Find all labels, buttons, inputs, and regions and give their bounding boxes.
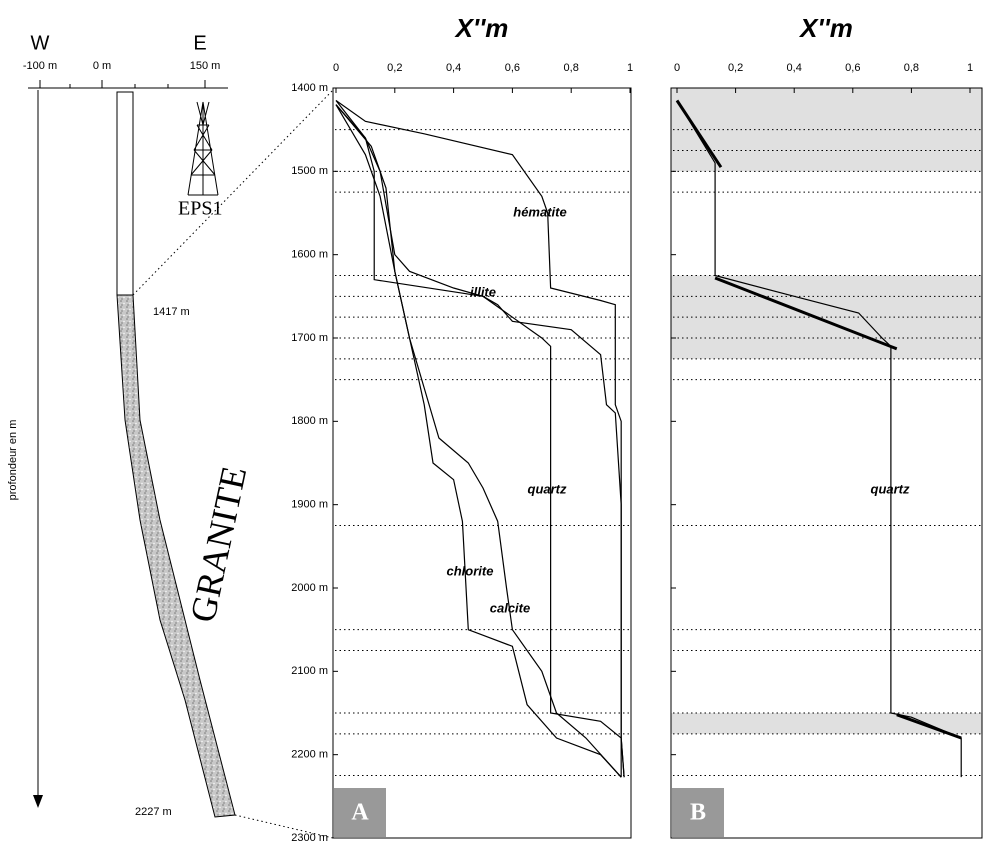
y-tick-label: 2300 m: [291, 832, 328, 841]
x-tick-label: 0,4: [787, 62, 802, 74]
curve: [676, 100, 962, 778]
x-tick-label: 0,6: [845, 62, 860, 74]
y-tick-label: 2200 m: [291, 749, 328, 761]
y-tick-label: 1500 m: [291, 165, 328, 177]
curve-label: chlorite: [447, 563, 494, 578]
panel-tag-bg: [334, 788, 386, 837]
well-name: EPS1: [178, 198, 222, 220]
x-tick-label: 1: [967, 62, 973, 74]
curve: [335, 100, 625, 778]
well-tick-label: 150 m: [190, 60, 221, 72]
x-tick-label: 0,6: [505, 62, 520, 74]
west-label: W: [31, 32, 50, 54]
y-tick-label: 2000 m: [291, 582, 328, 594]
well-axis: [28, 80, 228, 89]
rock-label: GRANITE: [182, 463, 254, 626]
x-tick-label: 0,8: [904, 62, 919, 74]
x-tick-label: 0: [674, 62, 680, 74]
well-tick-label: -100 m: [23, 60, 57, 72]
y-tick-label: 1800 m: [291, 415, 328, 427]
panel-frame: [670, 87, 983, 839]
fit-line: [896, 713, 962, 740]
y-tick-label: 2100 m: [291, 665, 328, 677]
curve: [335, 104, 622, 778]
curve-label: quartz: [528, 481, 568, 496]
depth-label: 1417 m: [153, 306, 190, 318]
curve: [335, 104, 622, 778]
x-tick-label: 0,2: [728, 62, 743, 74]
curve-label: calcite: [490, 600, 530, 615]
curve: [335, 104, 622, 778]
depth-axis-label: profondeur en m: [7, 420, 19, 501]
y-tick-label: 1700 m: [291, 332, 328, 344]
shaded-band: [671, 713, 982, 734]
x-tick-label: 0: [333, 62, 339, 74]
connector: [132, 89, 334, 839]
fit-line: [714, 276, 898, 351]
x-tick-label: 0,8: [564, 62, 579, 74]
east-label: E: [193, 32, 206, 54]
curve: [335, 100, 625, 778]
casing: [116, 91, 134, 296]
derrick-icon: [187, 101, 219, 196]
curve-label: illite: [470, 284, 496, 299]
x-tick-label: 0,2: [387, 62, 402, 74]
curve-label: quartz: [871, 481, 911, 496]
panel-tag-bg: [672, 788, 724, 837]
depth-label: 2227 m: [135, 806, 172, 818]
fit-line: [675, 99, 723, 168]
chart-title: X''m: [798, 13, 853, 43]
y-tick-label: 1400 m: [291, 82, 328, 94]
well-diagram: W E -100 m 0 m 150 m profondeur en m 141…: [7, 32, 334, 839]
x-tick-label: 1: [627, 62, 633, 74]
y-tick-label: 1600 m: [291, 249, 328, 261]
panel-tag: B: [690, 800, 706, 826]
x-tick-label: 0,4: [446, 62, 461, 74]
curve-label: hématite: [513, 204, 566, 219]
panel-frame: [332, 87, 632, 839]
panel-tag: A: [351, 800, 369, 826]
y-tick-label: 1900 m: [291, 499, 328, 511]
arrow-head: [33, 795, 43, 808]
chart-title: X''m: [454, 13, 509, 43]
well-tick-label: 0 m: [93, 60, 111, 72]
